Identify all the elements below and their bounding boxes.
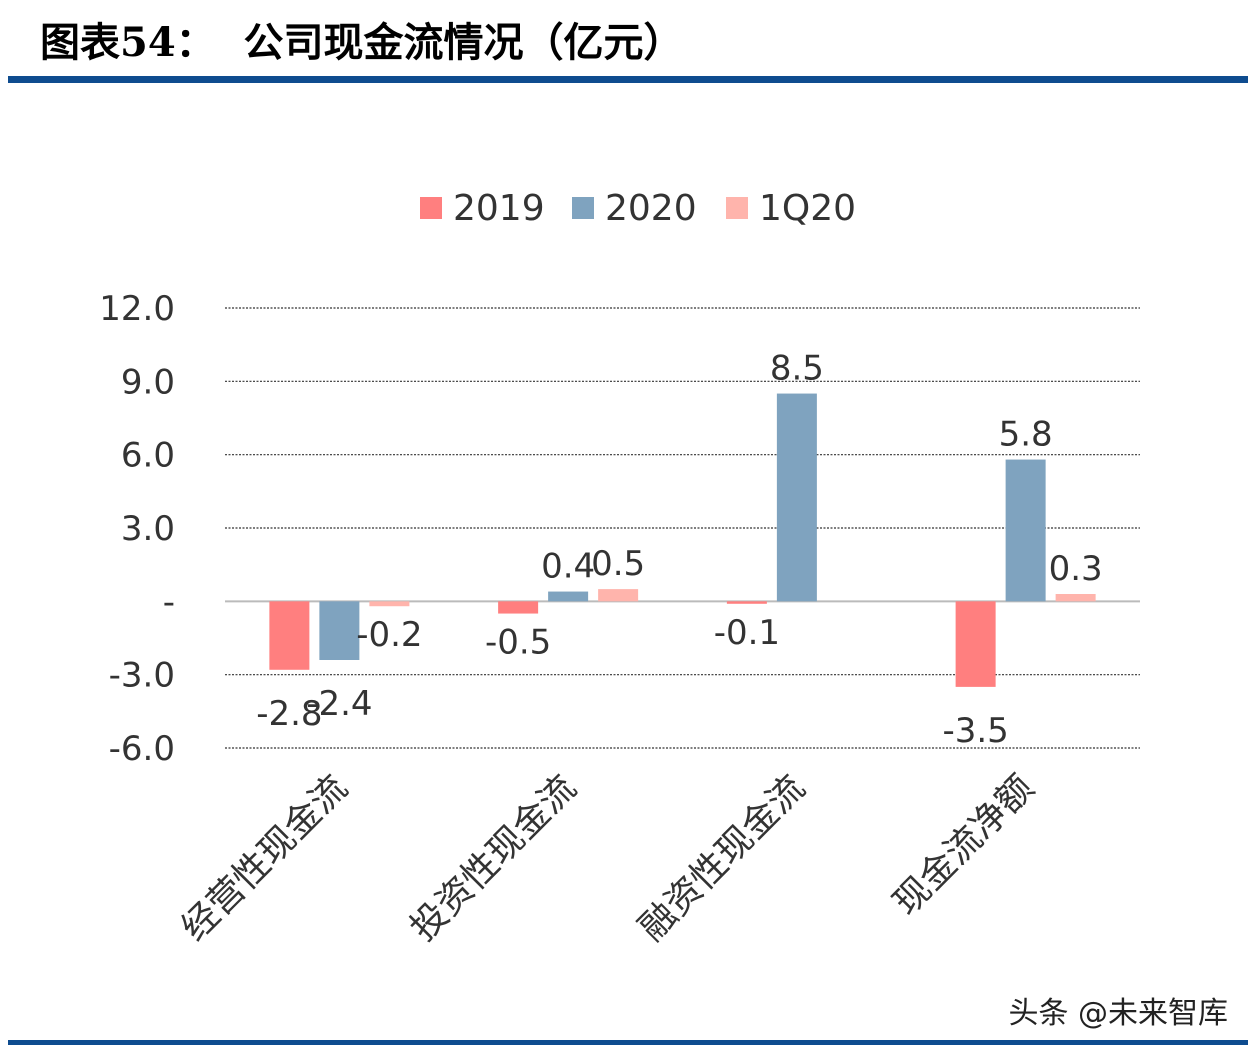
y-tick-label: - xyxy=(163,582,175,622)
bar xyxy=(369,601,410,607)
y-tick-label: -3.0 xyxy=(109,656,175,696)
bottom-rule xyxy=(8,1040,1248,1045)
bar xyxy=(598,589,639,602)
y-tick-label: 9.0 xyxy=(121,362,175,402)
y-tick-label: 6.0 xyxy=(121,436,175,476)
data-label: -2.4 xyxy=(306,684,372,724)
y-tick-label: 12.0 xyxy=(99,289,175,329)
legend-swatch xyxy=(726,197,748,219)
data-label: -0.5 xyxy=(485,623,551,663)
data-label: 0.3 xyxy=(1049,549,1103,589)
bar xyxy=(319,601,360,660)
x-tick-label: 融资性现金流 xyxy=(632,767,814,949)
data-label: -2.8 xyxy=(256,694,322,734)
bar xyxy=(498,601,539,614)
data-label: -0.1 xyxy=(714,613,780,653)
legend-label: 1Q20 xyxy=(759,188,856,229)
x-tick-label: 投资性现金流 xyxy=(403,767,585,949)
bar xyxy=(548,591,589,602)
top-rule xyxy=(8,76,1248,83)
bar xyxy=(1005,459,1046,602)
data-label: 8.5 xyxy=(770,349,824,389)
bar xyxy=(1055,594,1096,602)
legend-swatch xyxy=(572,197,594,219)
data-label: 0.5 xyxy=(591,544,645,584)
data-label: -3.5 xyxy=(942,711,1008,751)
data-label: 0.4 xyxy=(541,547,595,587)
y-tick-label: 3.0 xyxy=(121,509,175,549)
legend-label: 2020 xyxy=(605,188,697,229)
figure-title: 图表54： 公司现金流情况（亿元） xyxy=(40,19,684,66)
watermark: 头条 @未来智库 xyxy=(1008,996,1228,1031)
bar xyxy=(726,601,767,604)
legend-swatch xyxy=(420,197,442,219)
legend-label: 2019 xyxy=(453,188,545,229)
bar xyxy=(955,601,996,687)
bar xyxy=(776,393,817,602)
data-label: -0.2 xyxy=(356,615,422,655)
x-tick-label: 现金流净额 xyxy=(886,767,1042,923)
bar xyxy=(269,601,310,670)
y-tick-label: -6.0 xyxy=(109,729,175,769)
x-tick-label: 经营性现金流 xyxy=(174,767,356,949)
data-label: 5.8 xyxy=(999,415,1053,455)
